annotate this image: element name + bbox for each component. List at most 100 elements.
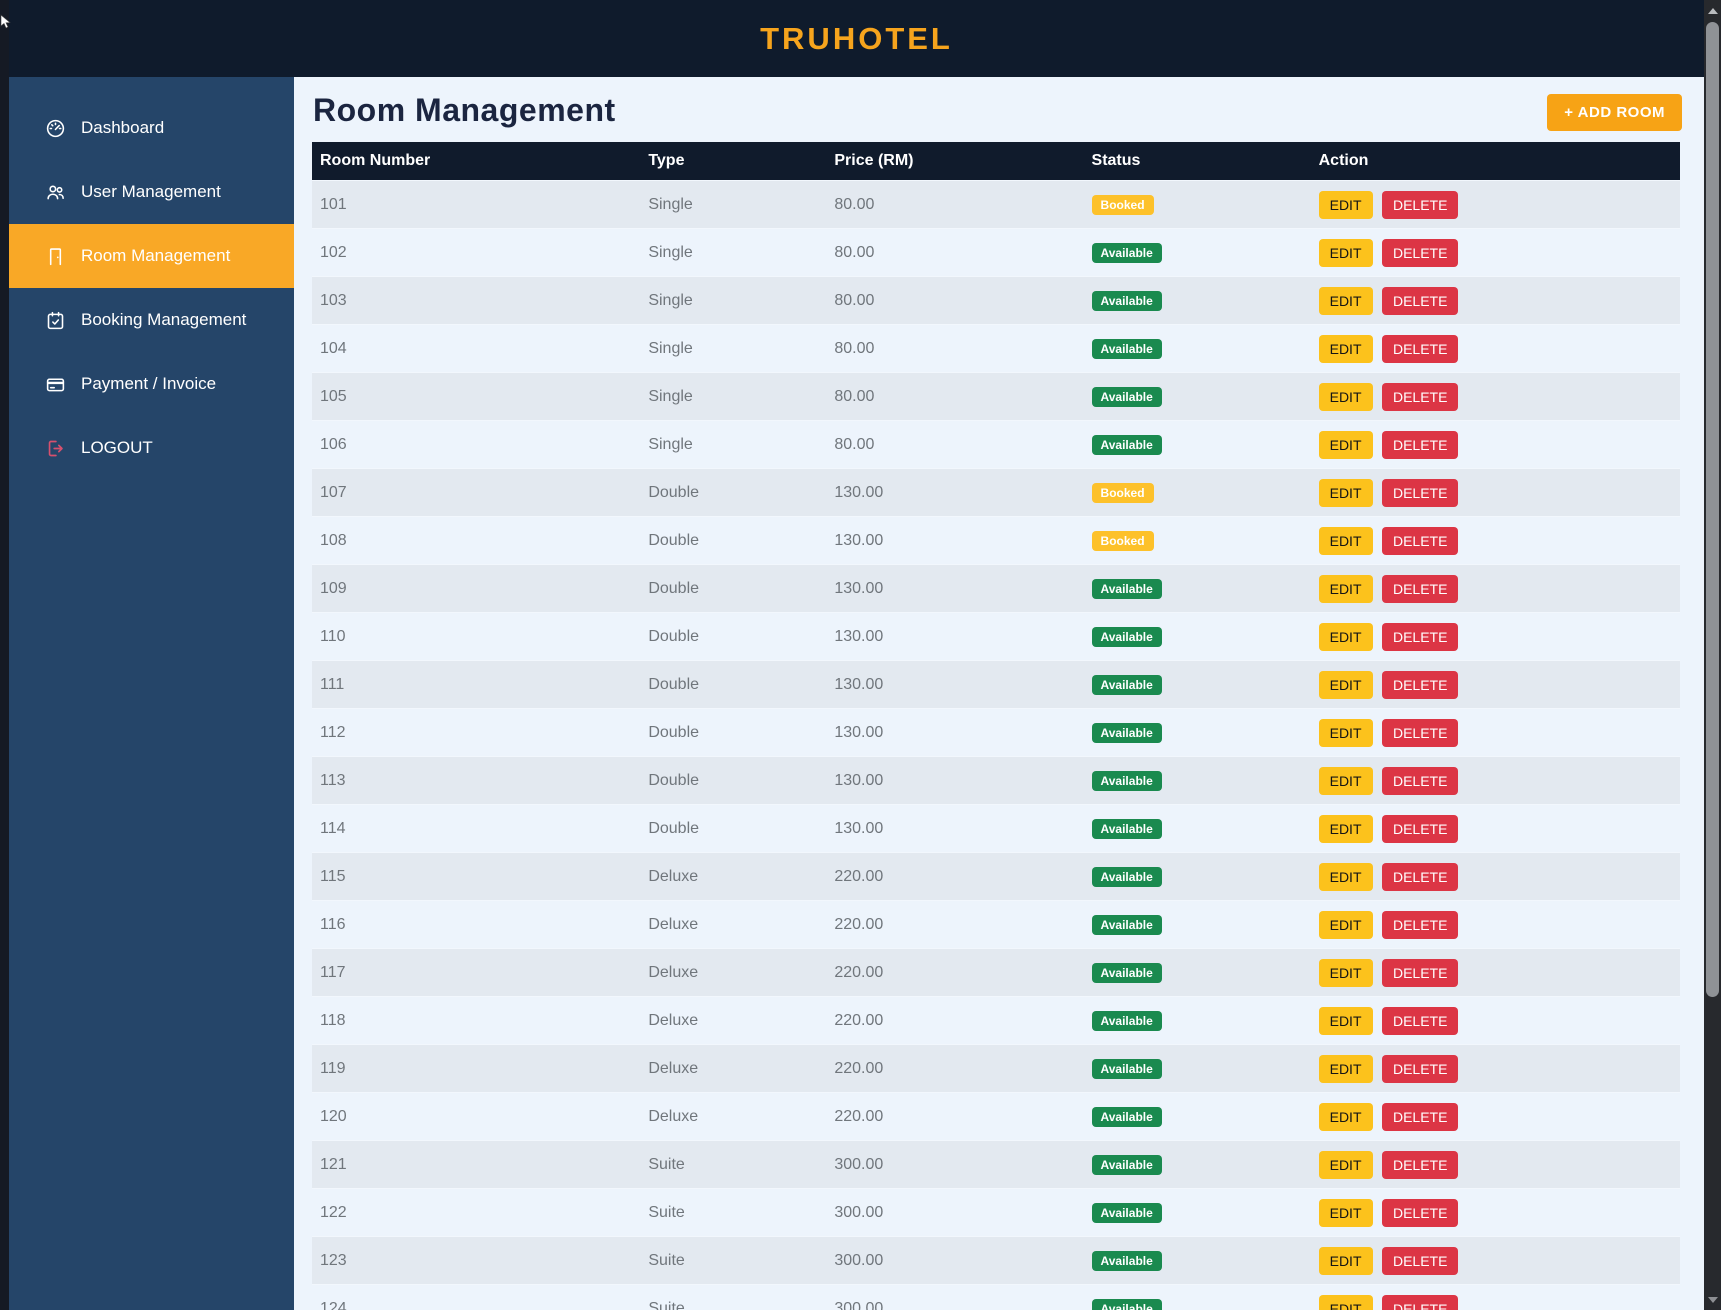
cell-action: EDIT DELETE: [1311, 325, 1680, 373]
status-badge: Available: [1091, 818, 1162, 839]
cell-status: Booked: [1084, 517, 1311, 565]
dashboard-gauge-icon: [45, 118, 66, 139]
scrollbar-up-arrow-icon[interactable]: [1704, 2, 1721, 19]
edit-button[interactable]: EDIT: [1318, 382, 1373, 411]
cell-type: Deluxe: [648, 915, 699, 933]
cell-action: EDIT DELETE: [1311, 181, 1680, 229]
table-row: 106 Single 80.00 Available EDIT DELETE: [312, 421, 1680, 469]
main-content: Room Management + ADD ROOM Room Number T…: [294, 77, 1704, 1310]
cell-action: EDIT DELETE: [1311, 853, 1680, 901]
delete-button[interactable]: DELETE: [1381, 238, 1459, 267]
cell-type: Deluxe: [648, 963, 699, 981]
edit-button[interactable]: EDIT: [1318, 862, 1373, 891]
app-header: TRUHOTEL: [9, 0, 1704, 77]
scrollbar-down-arrow-icon[interactable]: [1704, 1291, 1721, 1308]
cell-status: Available: [1084, 1237, 1311, 1285]
delete-button[interactable]: DELETE: [1381, 622, 1459, 651]
table-row: 101 Single 80.00 Booked EDIT DELETE: [312, 180, 1680, 229]
cell-action: EDIT DELETE: [1311, 1093, 1680, 1141]
cell-price: 130.00: [834, 627, 884, 645]
edit-button[interactable]: EDIT: [1318, 1006, 1373, 1035]
cell-status: Available: [1084, 805, 1311, 853]
edit-button[interactable]: EDIT: [1318, 430, 1373, 459]
delete-button[interactable]: DELETE: [1381, 814, 1459, 843]
delete-button[interactable]: DELETE: [1381, 910, 1459, 939]
delete-button[interactable]: DELETE: [1381, 574, 1459, 603]
table-row: 107 Double 130.00 Booked EDIT DELETE: [312, 468, 1680, 517]
sidebar-item-room-management[interactable]: Room Management: [9, 224, 294, 288]
cell-price: 220.00: [834, 963, 884, 981]
cell-room-number: 110: [320, 627, 346, 645]
sidebar-item-dashboard[interactable]: Dashboard: [9, 96, 294, 160]
cell-action: EDIT DELETE: [1311, 613, 1680, 661]
delete-button[interactable]: DELETE: [1381, 1102, 1459, 1131]
edit-button[interactable]: EDIT: [1318, 526, 1373, 555]
delete-button[interactable]: DELETE: [1381, 1198, 1459, 1227]
cell-type: Double: [648, 627, 700, 645]
delete-button[interactable]: DELETE: [1381, 478, 1459, 507]
table-header-row: Room Number Type Price (RM) Status Actio…: [312, 142, 1680, 181]
edit-button[interactable]: EDIT: [1318, 286, 1373, 315]
sidebar: Dashboard User Management Room Managemen…: [9, 77, 294, 1310]
status-badge: Booked: [1091, 482, 1154, 503]
delete-button[interactable]: DELETE: [1381, 1294, 1459, 1310]
vertical-scrollbar[interactable]: [1704, 0, 1721, 1310]
delete-button[interactable]: DELETE: [1381, 526, 1459, 555]
cell-status: Available: [1084, 853, 1311, 901]
edit-button[interactable]: EDIT: [1318, 718, 1373, 747]
table-row: 117 Deluxe 220.00 Available EDIT DELETE: [312, 948, 1680, 997]
users-icon: [45, 182, 66, 203]
edit-button[interactable]: EDIT: [1318, 814, 1373, 843]
delete-button[interactable]: DELETE: [1381, 862, 1459, 891]
sidebar-item-booking-management[interactable]: Booking Management: [9, 288, 294, 352]
sidebar-item-logout[interactable]: LOGOUT: [9, 416, 294, 480]
edit-button[interactable]: EDIT: [1318, 1054, 1373, 1083]
delete-button[interactable]: DELETE: [1381, 1246, 1459, 1275]
cell-status: Booked: [1084, 469, 1311, 517]
edit-button[interactable]: EDIT: [1318, 670, 1373, 699]
edit-button[interactable]: EDIT: [1318, 238, 1373, 267]
cell-type: Double: [648, 531, 700, 549]
edit-button[interactable]: EDIT: [1318, 1246, 1373, 1275]
edit-button[interactable]: EDIT: [1318, 334, 1373, 363]
delete-button[interactable]: DELETE: [1381, 286, 1459, 315]
sidebar-item-user-management[interactable]: User Management: [9, 160, 294, 224]
sidebar-item-payment-invoice[interactable]: Payment / Invoice: [9, 352, 294, 416]
delete-button[interactable]: DELETE: [1381, 1150, 1459, 1179]
status-badge: Available: [1091, 1106, 1162, 1127]
edit-button[interactable]: EDIT: [1318, 574, 1373, 603]
edit-button[interactable]: EDIT: [1318, 1102, 1373, 1131]
delete-button[interactable]: DELETE: [1381, 1054, 1459, 1083]
status-badge: Available: [1091, 578, 1162, 599]
cell-price: 220.00: [834, 1059, 884, 1077]
cell-room-number: 108: [320, 531, 347, 549]
cell-status: Available: [1084, 277, 1311, 325]
cell-status: Available: [1084, 325, 1311, 373]
delete-button[interactable]: DELETE: [1381, 334, 1459, 363]
edit-button[interactable]: EDIT: [1318, 622, 1373, 651]
edit-button[interactable]: EDIT: [1318, 910, 1373, 939]
delete-button[interactable]: DELETE: [1381, 1006, 1459, 1035]
edit-button[interactable]: EDIT: [1318, 478, 1373, 507]
edit-button[interactable]: EDIT: [1318, 190, 1373, 219]
scrollbar-thumb[interactable]: [1706, 22, 1719, 997]
delete-button[interactable]: DELETE: [1381, 670, 1459, 699]
delete-button[interactable]: DELETE: [1381, 718, 1459, 747]
delete-button[interactable]: DELETE: [1381, 430, 1459, 459]
add-room-button[interactable]: + ADD ROOM: [1547, 94, 1682, 131]
delete-button[interactable]: DELETE: [1381, 958, 1459, 987]
column-header-type: Type: [640, 142, 827, 181]
delete-button[interactable]: DELETE: [1381, 766, 1459, 795]
edit-button[interactable]: EDIT: [1318, 766, 1373, 795]
cell-price: 300.00: [834, 1299, 884, 1310]
cell-room-number: 121: [320, 1155, 347, 1173]
delete-button[interactable]: DELETE: [1381, 382, 1459, 411]
edit-button[interactable]: EDIT: [1318, 1294, 1373, 1310]
status-badge: Available: [1091, 242, 1162, 263]
edit-button[interactable]: EDIT: [1318, 1150, 1373, 1179]
edit-button[interactable]: EDIT: [1318, 958, 1373, 987]
cell-price: 130.00: [834, 771, 884, 789]
delete-button[interactable]: DELETE: [1381, 190, 1459, 219]
edit-button[interactable]: EDIT: [1318, 1198, 1373, 1227]
cell-status: Available: [1084, 949, 1311, 997]
